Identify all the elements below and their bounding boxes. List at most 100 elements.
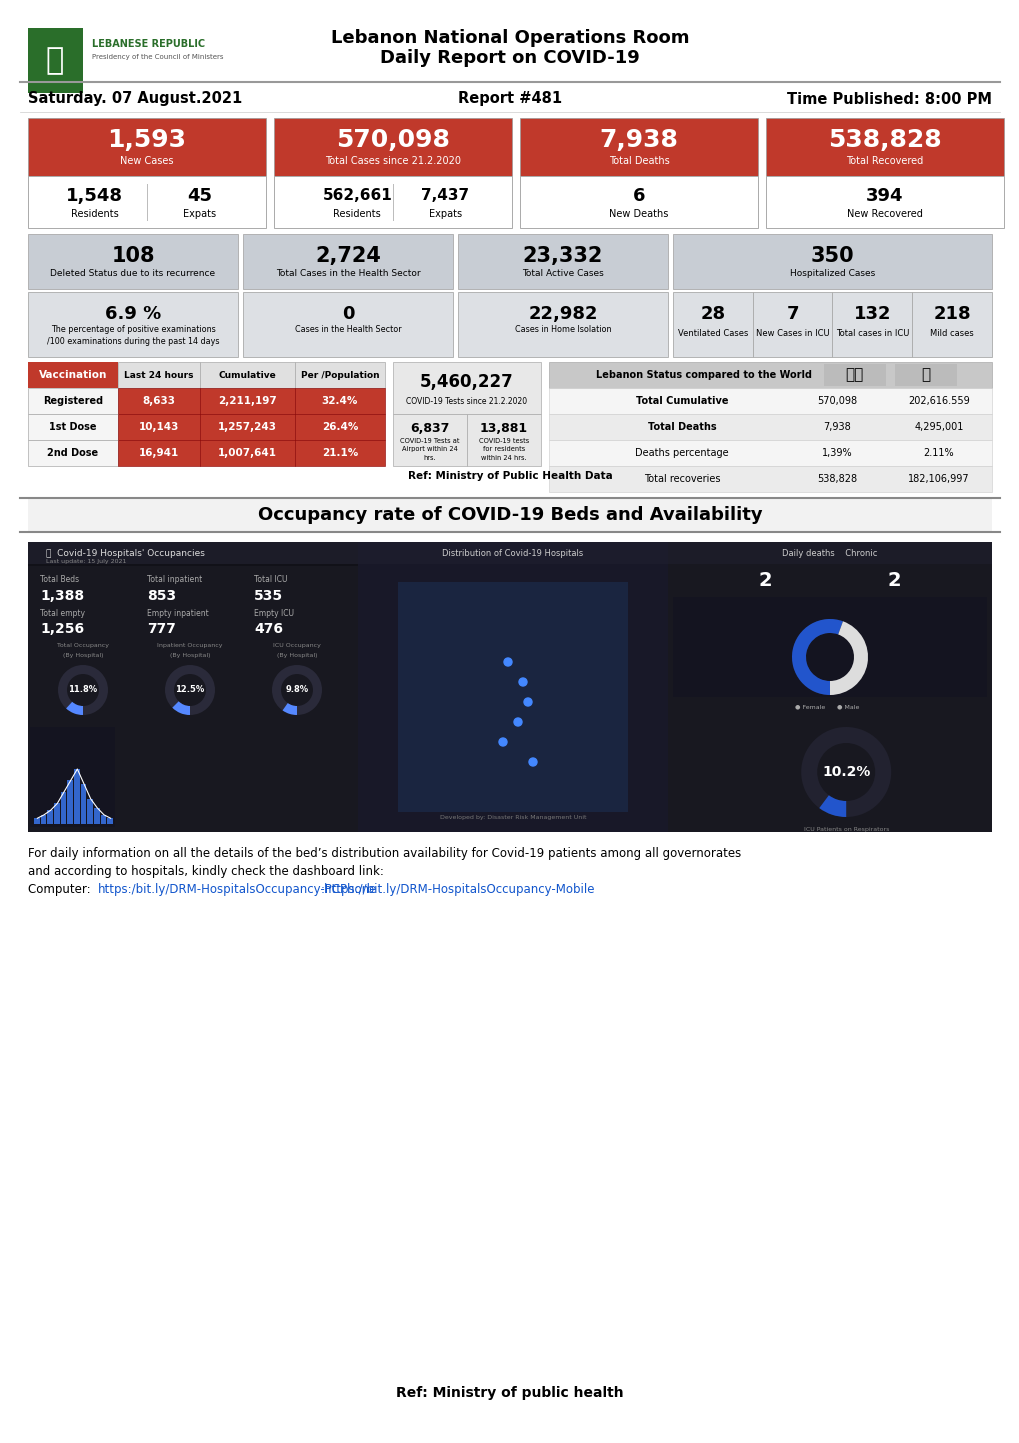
Text: /100 examinations during the past 14 days: /100 examinations during the past 14 day… <box>47 336 219 345</box>
Bar <box>54 804 59 824</box>
Text: Cumulative: Cumulative <box>218 371 276 380</box>
Text: 853: 853 <box>147 589 176 603</box>
Bar <box>392 414 467 466</box>
Text: 5,460,227: 5,460,227 <box>420 372 514 391</box>
Bar <box>34 818 40 824</box>
Bar <box>823 364 884 385</box>
Text: Report #481: Report #481 <box>458 91 561 107</box>
Text: 1,256: 1,256 <box>40 622 84 636</box>
Text: :https://bit.ly/DRM-HospitalsOccupancy-Mobile: :https://bit.ly/DRM-HospitalsOccupancy-M… <box>320 883 594 896</box>
Text: LEBANESE REPUBLIC: LEBANESE REPUBLIC <box>92 39 205 49</box>
Wedge shape <box>282 703 297 714</box>
Text: and according to hospitals, kindly check the dashboard link:: and according to hospitals, kindly check… <box>28 866 383 879</box>
Bar <box>28 27 83 92</box>
Text: Residents: Residents <box>70 209 118 219</box>
Text: 202,616.559: 202,616.559 <box>907 395 969 405</box>
Text: COVID-19 tests: COVID-19 tests <box>478 439 529 444</box>
Text: Last 24 hours: Last 24 hours <box>124 371 194 380</box>
Bar <box>118 388 200 414</box>
Bar <box>107 818 113 824</box>
Text: ICU Patients on Respirators: ICU Patients on Respirators <box>803 827 888 833</box>
Text: Total Occupancy: Total Occupancy <box>57 642 109 648</box>
Bar <box>243 291 452 356</box>
Text: Total recoveries: Total recoveries <box>643 473 719 483</box>
Bar <box>28 543 991 564</box>
Text: Total Beds: Total Beds <box>40 576 79 584</box>
Bar <box>118 414 200 440</box>
Text: For daily information on all the details of the bed’s distribution availability : For daily information on all the details… <box>28 847 741 860</box>
Text: Mild cases: Mild cases <box>929 329 973 339</box>
Bar <box>47 811 53 824</box>
Bar <box>274 118 512 176</box>
Wedge shape <box>58 665 108 714</box>
Text: Total Cases in the Health Sector: Total Cases in the Health Sector <box>275 270 420 278</box>
Circle shape <box>498 737 506 746</box>
Bar <box>294 414 384 440</box>
Bar <box>358 543 667 833</box>
Text: Total Cases since 21.2.2020: Total Cases since 21.2.2020 <box>325 156 461 166</box>
Wedge shape <box>272 665 322 714</box>
Wedge shape <box>791 619 842 696</box>
Text: Airport within 24: Airport within 24 <box>401 446 458 452</box>
Bar <box>358 543 667 564</box>
Text: COVID-19 Tests since 21.2.2020: COVID-19 Tests since 21.2.2020 <box>406 397 527 405</box>
Bar <box>30 727 115 827</box>
Text: Empty inpatient: Empty inpatient <box>147 609 209 619</box>
Text: (By Hospital): (By Hospital) <box>276 652 317 658</box>
Wedge shape <box>165 665 215 714</box>
Text: 13,881: 13,881 <box>480 421 528 434</box>
Wedge shape <box>172 701 190 714</box>
Bar <box>520 118 757 176</box>
Text: Daily Report on COVID-19: Daily Report on COVID-19 <box>380 49 639 66</box>
Text: Distribution of Covid-19 Hospitals: Distribution of Covid-19 Hospitals <box>442 548 583 557</box>
Text: 535: 535 <box>254 589 283 603</box>
Bar <box>67 781 73 824</box>
Text: ICU Occupancy: ICU Occupancy <box>273 642 321 648</box>
Text: Ref: Ministry of public health: Ref: Ministry of public health <box>395 1385 624 1400</box>
Bar <box>28 234 237 289</box>
Text: 9.8%: 9.8% <box>285 685 309 694</box>
Bar <box>200 414 294 440</box>
Bar <box>41 815 46 824</box>
Bar <box>392 362 540 414</box>
Text: Total Active Cases: Total Active Cases <box>522 270 603 278</box>
Bar <box>458 234 667 289</box>
Wedge shape <box>791 619 867 696</box>
Text: Vaccination: Vaccination <box>39 369 107 380</box>
Text: Time Published: 8:00 PM: Time Published: 8:00 PM <box>787 91 991 107</box>
Bar <box>28 118 266 176</box>
Text: Total cases in ICU: Total cases in ICU <box>835 329 908 339</box>
Bar <box>752 291 832 356</box>
Circle shape <box>529 758 536 766</box>
Bar <box>520 176 757 228</box>
Text: 6.9 %: 6.9 % <box>105 304 161 323</box>
Text: 218: 218 <box>932 304 970 323</box>
Bar <box>294 440 384 466</box>
Text: 7,938: 7,938 <box>599 128 678 152</box>
Text: 10,143: 10,143 <box>139 421 179 431</box>
Text: 538,828: 538,828 <box>816 473 856 483</box>
Text: 12.5%: 12.5% <box>175 685 205 694</box>
Text: Total ICU: Total ICU <box>254 576 287 584</box>
Bar <box>28 498 991 532</box>
Text: ● Female: ● Female <box>794 704 824 710</box>
Text: 8,633: 8,633 <box>143 395 175 405</box>
Text: Daily deaths    Chronic: Daily deaths Chronic <box>782 548 876 557</box>
Text: 2: 2 <box>758 570 771 590</box>
Text: Total Deaths: Total Deaths <box>647 421 715 431</box>
Text: 16,941: 16,941 <box>139 447 179 457</box>
Text: Hospitalized Cases: Hospitalized Cases <box>789 270 874 278</box>
Bar <box>765 176 1003 228</box>
Text: 1,548: 1,548 <box>66 188 123 205</box>
Text: 🌲: 🌲 <box>46 46 64 75</box>
Bar <box>765 118 1003 176</box>
Text: Computer:: Computer: <box>28 883 95 896</box>
Text: 7,437: 7,437 <box>421 189 469 203</box>
Text: 23,332: 23,332 <box>523 245 602 266</box>
Bar <box>458 291 667 356</box>
Bar <box>200 388 294 414</box>
Text: New Cases: New Cases <box>120 156 173 166</box>
Text: Inpatient Occupancy: Inpatient Occupancy <box>157 642 222 648</box>
Circle shape <box>519 678 527 685</box>
Text: 🌍: 🌍 <box>920 368 929 382</box>
